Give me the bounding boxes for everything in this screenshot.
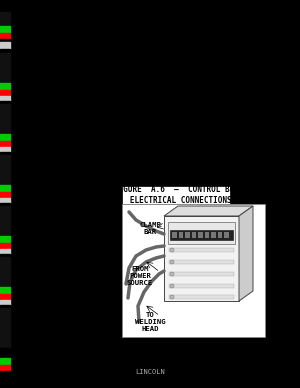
Bar — [0, 90, 10, 96]
Bar — [0, 287, 10, 294]
Bar — [122, 186, 230, 204]
Bar — [169, 272, 234, 276]
Bar — [0, 152, 10, 155]
Bar — [0, 198, 10, 203]
Circle shape — [170, 284, 174, 288]
Circle shape — [170, 248, 174, 252]
Text: CLAMP
BAR: CLAMP BAR — [139, 222, 161, 235]
Bar — [0, 254, 10, 257]
Circle shape — [170, 295, 174, 299]
Bar — [0, 49, 10, 53]
Bar — [169, 260, 234, 264]
Polygon shape — [239, 206, 253, 301]
Bar — [0, 53, 10, 83]
Bar — [0, 104, 10, 134]
Circle shape — [170, 260, 174, 264]
Bar — [169, 295, 234, 299]
Bar — [0, 257, 10, 287]
Text: TO
WELDING
HEAD: TO WELDING HEAD — [135, 312, 165, 332]
Bar — [122, 204, 265, 337]
Bar — [169, 284, 234, 288]
Bar — [205, 232, 209, 238]
Bar — [164, 216, 239, 301]
Bar — [0, 101, 10, 104]
Bar — [0, 243, 10, 249]
Bar — [0, 42, 10, 49]
Polygon shape — [164, 206, 253, 216]
Bar — [0, 371, 10, 388]
Bar — [0, 305, 10, 308]
Bar — [0, 0, 10, 12]
Bar — [0, 12, 10, 26]
Bar — [224, 232, 229, 238]
Text: FROM
POWER
SOURCE: FROM POWER SOURCE — [127, 266, 153, 286]
Bar — [0, 203, 10, 206]
Bar — [0, 147, 10, 152]
Text: FIGURE  A.6  –  CONTROL BOX
   ELECTRICAL CONNECTIONS.: FIGURE A.6 – CONTROL BOX ELECTRICAL CONN… — [114, 185, 238, 205]
Bar — [0, 96, 10, 101]
Bar — [0, 83, 10, 90]
Bar — [0, 300, 10, 305]
Bar — [0, 294, 10, 300]
Bar — [0, 206, 10, 236]
Text: LINCOLN: LINCOLN — [135, 369, 165, 375]
Bar — [178, 232, 183, 238]
Bar — [0, 185, 10, 192]
Bar — [169, 248, 234, 252]
Bar — [0, 249, 10, 254]
Bar — [0, 192, 10, 198]
Bar — [218, 232, 223, 238]
Bar — [0, 348, 10, 358]
Bar — [0, 134, 10, 141]
Bar — [170, 230, 233, 240]
Bar — [0, 365, 10, 371]
Bar — [0, 155, 10, 185]
Bar — [0, 26, 10, 33]
Bar — [198, 232, 203, 238]
Bar — [0, 358, 10, 365]
Bar — [0, 33, 10, 39]
Bar — [0, 308, 10, 348]
Bar — [211, 232, 216, 238]
Bar — [168, 222, 235, 244]
Bar — [0, 236, 10, 243]
Bar — [0, 39, 10, 42]
Circle shape — [170, 272, 174, 276]
Bar — [0, 141, 10, 147]
Bar — [172, 232, 177, 238]
Bar — [192, 232, 196, 238]
Bar — [185, 232, 190, 238]
